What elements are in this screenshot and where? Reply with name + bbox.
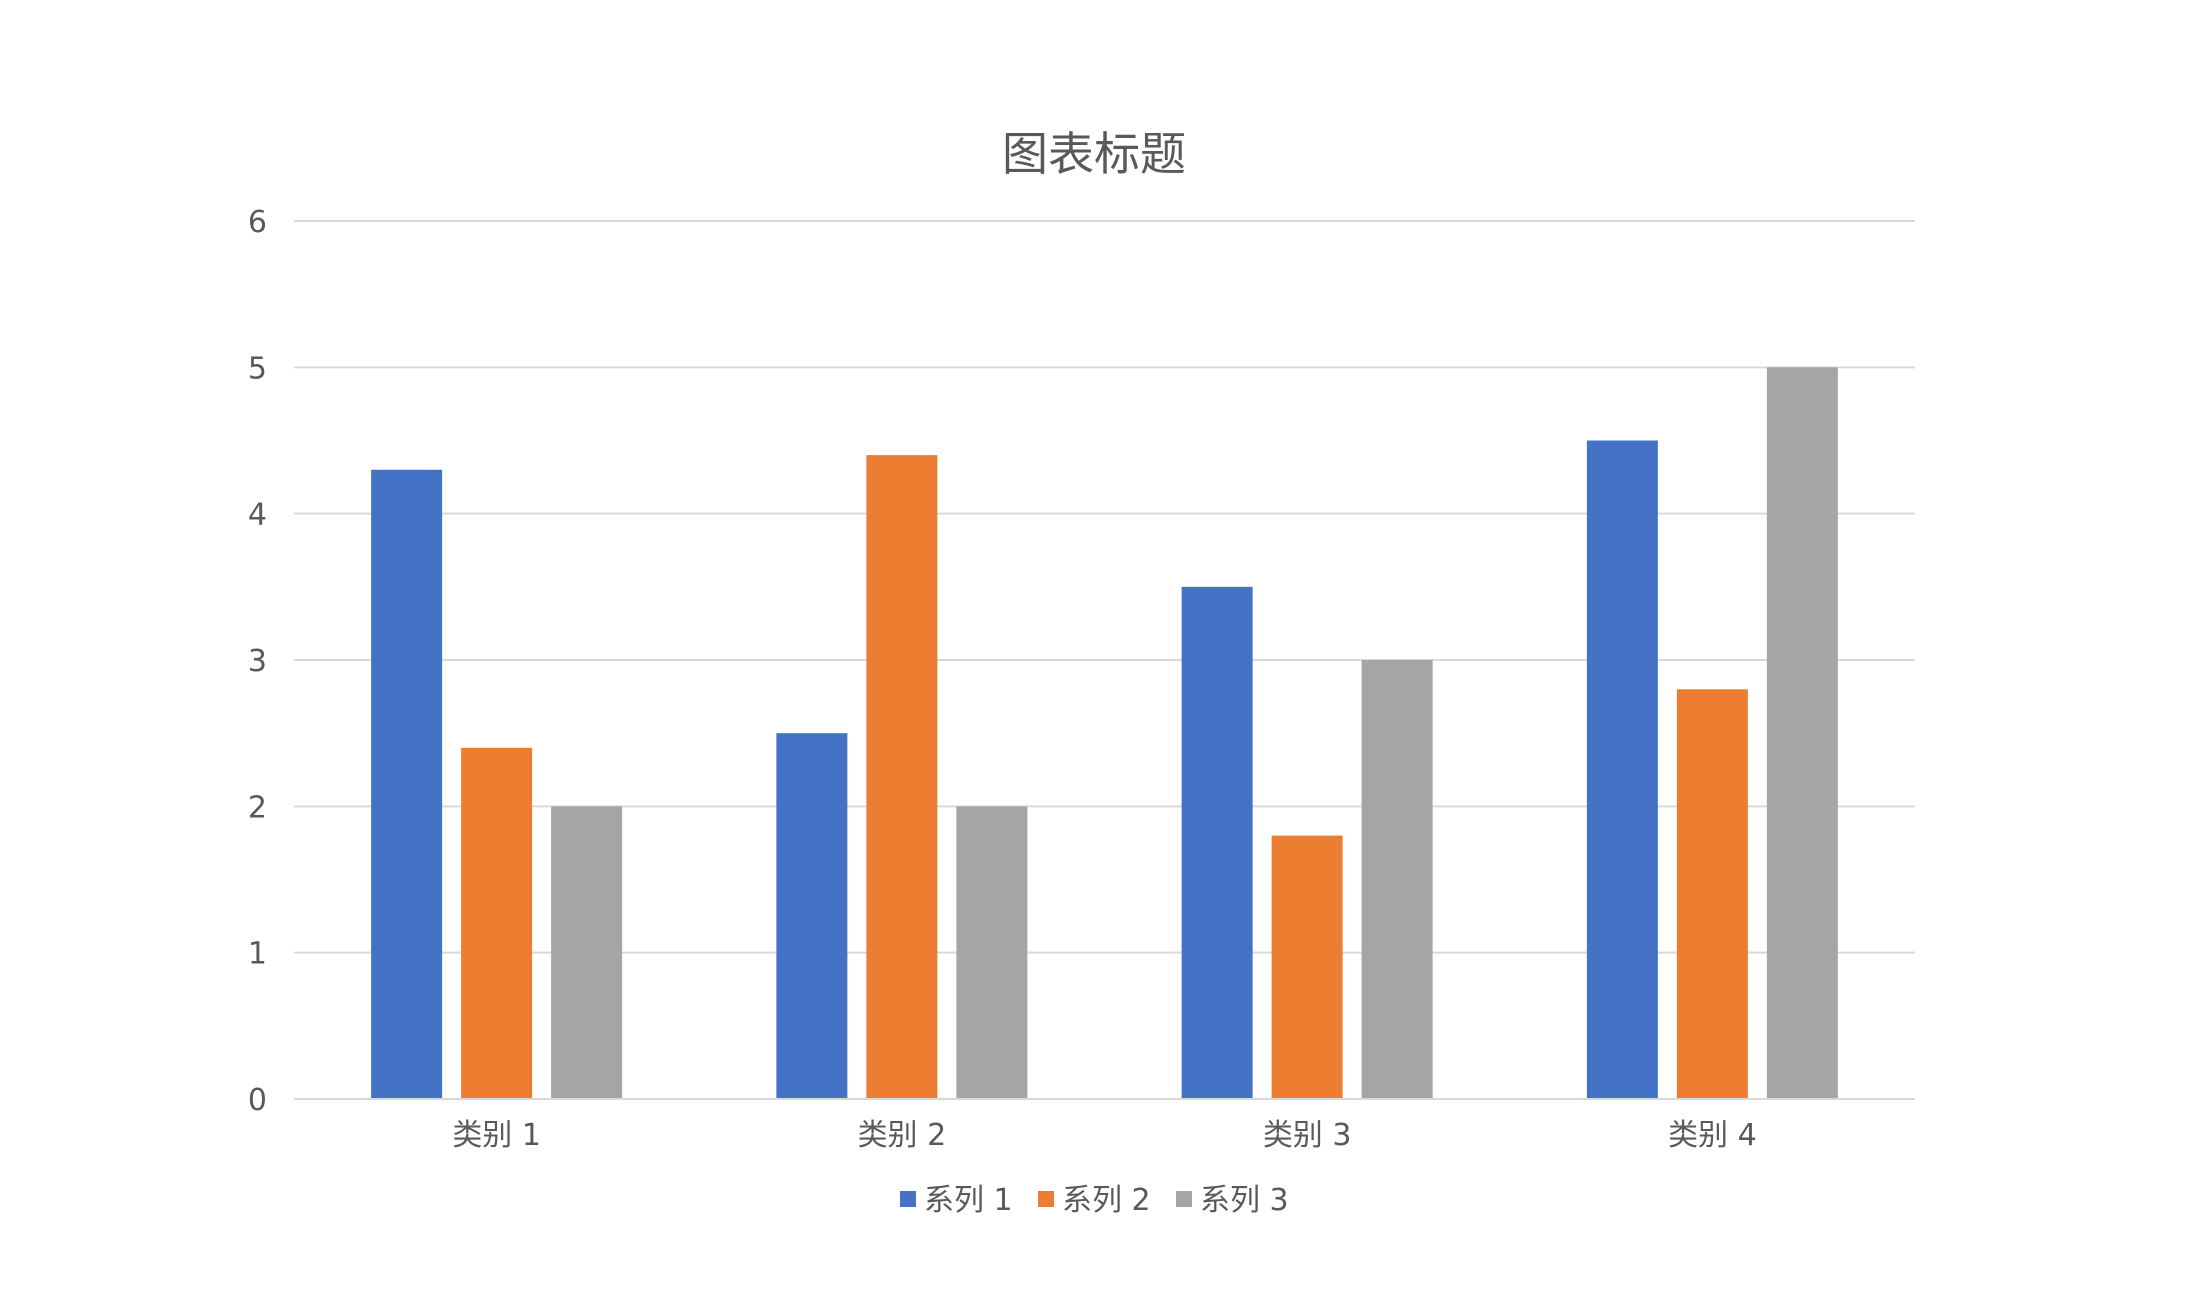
bar-series-1-category-2	[776, 733, 848, 1099]
y-axis-tick-labels: 0 1 2 3 4 5 6	[248, 205, 267, 1118]
y-tick-label: 6	[248, 205, 267, 240]
y-tick-label: 4	[248, 498, 267, 533]
y-tick-label: 1	[248, 937, 267, 972]
bar-series-3-category-2	[956, 806, 1028, 1099]
legend-label-series-1: 系列 1	[924, 1183, 1013, 1218]
bar-series-2-category-1	[461, 747, 533, 1099]
legend: 系列 1 系列 2 系列 3	[900, 1183, 1289, 1218]
y-tick-label: 0	[248, 1083, 267, 1118]
legend-swatch-series-1	[900, 1191, 916, 1207]
x-tick-label: 类别 1	[452, 1118, 541, 1153]
bar-series-2-category-4	[1676, 689, 1748, 1099]
x-tick-label: 类别 4	[1668, 1118, 1757, 1153]
bar-series-2-category-3	[1271, 835, 1343, 1099]
x-tick-label: 类别 3	[1263, 1118, 1352, 1153]
legend-swatch-series-2	[1038, 1191, 1054, 1207]
bar-series-1-category-3	[1181, 586, 1253, 1099]
bars	[371, 367, 1838, 1100]
chart-title: 图表标题	[1002, 127, 1186, 181]
bar-series-1-category-4	[1586, 440, 1658, 1099]
legend-swatch-series-3	[1176, 1191, 1192, 1207]
legend-label-series-3: 系列 3	[1200, 1183, 1289, 1218]
x-tick-label: 类别 2	[858, 1118, 947, 1153]
bar-series-1-category-1	[371, 469, 443, 1099]
y-tick-label: 5	[248, 351, 267, 386]
y-tick-label: 3	[248, 644, 267, 679]
y-tick-label: 2	[248, 790, 267, 825]
bar-series-3-category-4	[1766, 367, 1838, 1099]
bar-series-2-category-2	[866, 455, 938, 1100]
x-axis-tick-labels: 类别 1 类别 2 类别 3 类别 4	[452, 1118, 1756, 1153]
gridlines	[294, 220, 1915, 954]
legend-label-series-2: 系列 2	[1062, 1183, 1151, 1218]
bar-series-3-category-3	[1361, 660, 1433, 1099]
bar-series-3-category-1	[551, 806, 623, 1099]
